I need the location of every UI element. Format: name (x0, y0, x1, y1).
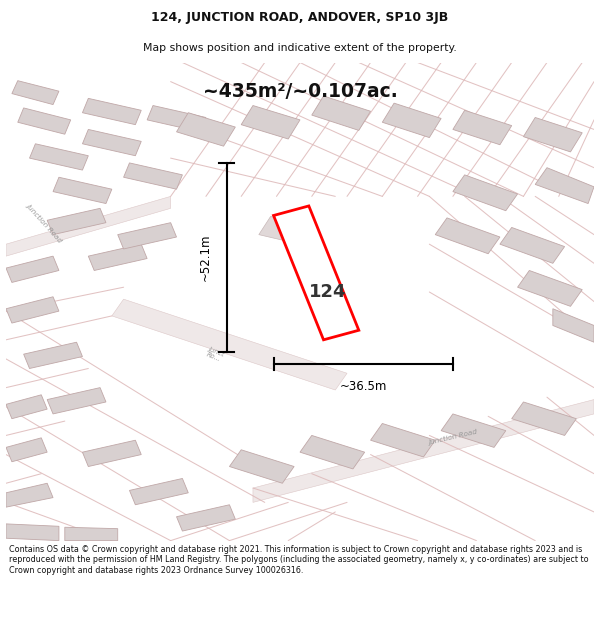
Polygon shape (300, 436, 365, 469)
Polygon shape (82, 440, 141, 466)
Polygon shape (241, 106, 300, 139)
Polygon shape (453, 110, 512, 145)
Text: Junction Road: Junction Road (428, 429, 478, 446)
Polygon shape (435, 218, 500, 254)
Polygon shape (229, 450, 294, 483)
Polygon shape (12, 81, 59, 104)
Polygon shape (371, 424, 435, 457)
Polygon shape (29, 144, 88, 170)
Text: ~435m²/~0.107ac.: ~435m²/~0.107ac. (203, 82, 397, 101)
Polygon shape (6, 483, 53, 507)
Text: Contains OS data © Crown copyright and database right 2021. This information is : Contains OS data © Crown copyright and d… (9, 545, 589, 575)
Polygon shape (176, 112, 235, 146)
Polygon shape (6, 196, 170, 256)
Polygon shape (82, 98, 141, 124)
Polygon shape (6, 395, 47, 419)
Text: 124: 124 (309, 283, 347, 301)
Polygon shape (47, 388, 106, 414)
Polygon shape (382, 103, 441, 138)
Polygon shape (259, 216, 317, 246)
Polygon shape (312, 96, 371, 131)
Polygon shape (130, 479, 188, 505)
Text: 124, JUNCTION ROAD, ANDOVER, SP10 3JB: 124, JUNCTION ROAD, ANDOVER, SP10 3JB (151, 11, 449, 24)
Polygon shape (147, 106, 206, 132)
Polygon shape (6, 524, 59, 541)
Polygon shape (88, 244, 147, 271)
Text: ~52.1m: ~52.1m (199, 234, 212, 281)
Text: ~36.5m: ~36.5m (340, 381, 387, 394)
Polygon shape (274, 206, 359, 340)
Polygon shape (535, 168, 594, 204)
Polygon shape (65, 528, 118, 541)
Polygon shape (47, 208, 106, 234)
Polygon shape (6, 438, 47, 462)
Polygon shape (82, 129, 141, 156)
Text: Junction Road: Junction Road (25, 202, 63, 243)
Polygon shape (23, 342, 82, 369)
Polygon shape (441, 414, 506, 447)
Polygon shape (253, 399, 594, 502)
Polygon shape (176, 505, 235, 531)
Polygon shape (500, 228, 565, 263)
Polygon shape (124, 163, 182, 189)
Polygon shape (453, 175, 518, 211)
Polygon shape (553, 309, 594, 342)
Polygon shape (6, 256, 59, 282)
Polygon shape (118, 222, 176, 249)
Text: Junct
Ro...: Junct Ro... (205, 345, 225, 363)
Polygon shape (512, 402, 577, 436)
Polygon shape (112, 299, 347, 390)
Polygon shape (523, 118, 582, 152)
Polygon shape (18, 108, 71, 134)
Text: Map shows position and indicative extent of the property.: Map shows position and indicative extent… (143, 42, 457, 52)
Polygon shape (518, 271, 582, 306)
Polygon shape (53, 177, 112, 204)
Polygon shape (6, 297, 59, 323)
